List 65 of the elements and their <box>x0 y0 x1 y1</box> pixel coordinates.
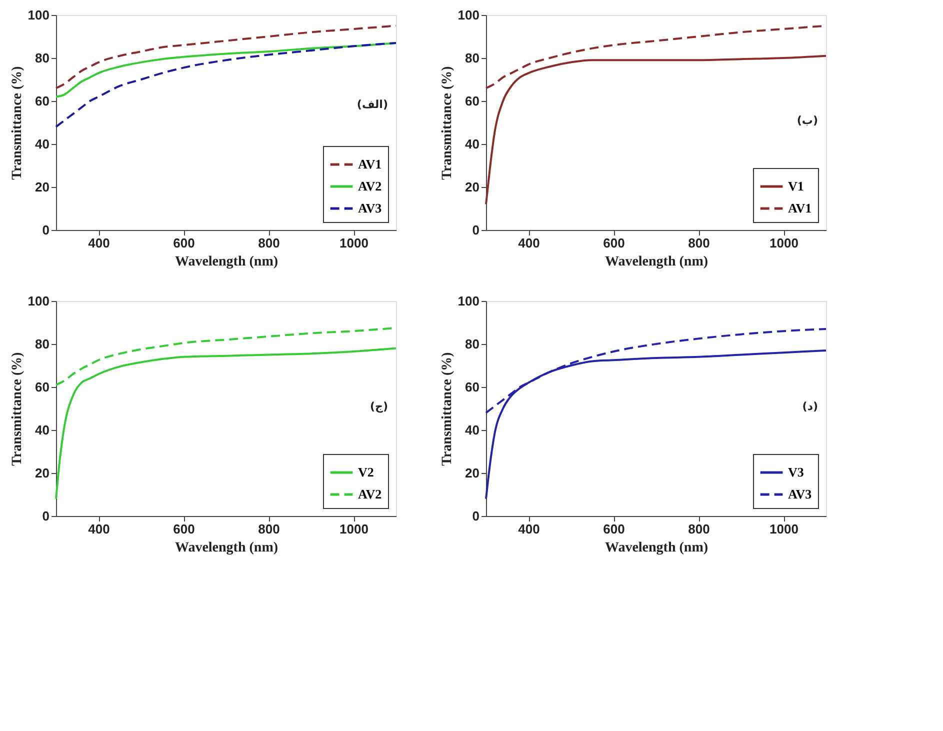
x-axis-title: Wavelength (nm) <box>174 540 278 556</box>
x-tick-label: 1000 <box>770 522 798 536</box>
x-axis-title: Wavelength (nm) <box>174 254 278 270</box>
y-tick-label: 80 <box>35 336 50 352</box>
x-tick-label: 400 <box>518 522 540 536</box>
y-tick-label: 40 <box>35 136 50 152</box>
x-tick-label: 1000 <box>340 522 368 536</box>
y-tick-label: 40 <box>35 422 50 438</box>
y-tick-label: 100 <box>28 294 50 308</box>
x-tick-label: 400 <box>518 236 540 250</box>
y-tick-label: 20 <box>465 180 480 194</box>
y-tick-label: 20 <box>35 466 50 480</box>
y-tick-label: 100 <box>28 8 50 22</box>
x-tick-label: 600 <box>173 236 195 250</box>
line-series <box>55 347 397 500</box>
x-tick-label: 800 <box>258 522 280 536</box>
y-tick-label: 100 <box>458 294 480 308</box>
annotation: (ب) <box>796 114 818 127</box>
x-tick-label: 1000 <box>340 236 368 250</box>
legend-label: V3 <box>788 464 804 480</box>
legend-label: V2 <box>358 464 374 480</box>
y-axis-title: Transmittance (%) <box>440 66 455 180</box>
y-tick-label: 80 <box>465 50 480 66</box>
legend-label: AV1 <box>358 156 382 172</box>
line-series <box>55 24 397 90</box>
y-tick-label: 20 <box>35 180 50 194</box>
annotation: (ج) <box>370 400 388 413</box>
x-tick-label: 800 <box>688 522 710 536</box>
x-tick-label: 600 <box>603 236 625 250</box>
x-tick-label: 400 <box>88 236 110 250</box>
x-tick-label: 400 <box>88 522 110 536</box>
y-tick-label: 0 <box>42 222 50 238</box>
y-tick-label: 20 <box>465 466 480 480</box>
legend-label: AV2 <box>358 486 382 502</box>
y-tick-label: 0 <box>42 508 50 524</box>
annotation: (الف) <box>356 98 388 111</box>
legend-label: V1 <box>788 178 804 194</box>
y-tick-label: 60 <box>35 380 50 394</box>
y-tick-label: 60 <box>465 380 480 394</box>
y-axis-title: Transmittance (%) <box>10 352 25 466</box>
x-axis-title: Wavelength (nm) <box>604 254 708 270</box>
y-axis-title: Transmittance (%) <box>440 352 455 466</box>
y-tick-label: 60 <box>465 94 480 108</box>
x-axis-title: Wavelength (nm) <box>604 540 708 556</box>
line-series <box>55 42 397 128</box>
y-tick-label: 40 <box>465 136 480 152</box>
y-tick-label: 80 <box>465 336 480 352</box>
y-tick-label: 100 <box>458 8 480 22</box>
x-tick-label: 600 <box>173 522 195 536</box>
y-tick-label: 40 <box>465 422 480 438</box>
x-tick-label: 800 <box>688 236 710 250</box>
annotation: (د) <box>802 400 818 413</box>
y-axis-title: Transmittance (%) <box>10 66 25 180</box>
x-tick-label: 800 <box>258 236 280 250</box>
legend-label: AV3 <box>358 200 382 216</box>
y-tick-label: 0 <box>472 222 480 238</box>
legend-label: AV3 <box>788 486 812 502</box>
y-tick-label: 0 <box>472 508 480 524</box>
x-tick-label: 600 <box>603 522 625 536</box>
legend-label: AV2 <box>358 178 382 194</box>
line-series <box>485 54 827 206</box>
legend-label: AV1 <box>788 200 812 216</box>
y-tick-label: 60 <box>35 94 50 108</box>
x-tick-label: 1000 <box>770 236 798 250</box>
y-tick-label: 80 <box>35 50 50 66</box>
